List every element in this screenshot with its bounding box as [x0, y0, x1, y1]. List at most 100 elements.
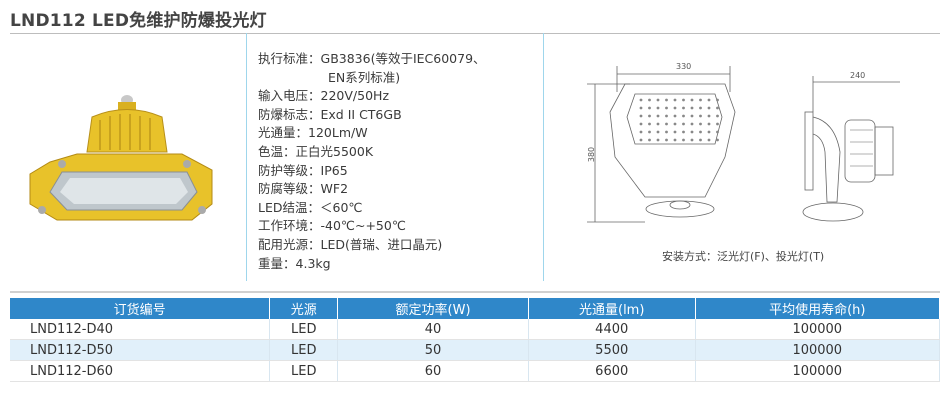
- led-dot: [690, 138, 694, 142]
- led-dot: [699, 130, 702, 134]
- led-dot: [639, 130, 643, 134]
- led-dot: [716, 138, 719, 142]
- spec-list: 执行标准： GB3836(等效于IEC60079、 EN系列标准) 输入电压： 220V…: [258, 50, 486, 273]
- spec-row: 光通量： 120Lm/W: [258, 124, 486, 143]
- table-cell: 60: [337, 360, 529, 382]
- spec-value: WF2: [320, 181, 349, 197]
- led-dot: [682, 130, 685, 134]
- led-dot: [690, 106, 694, 110]
- led-dot: [656, 122, 660, 126]
- spec-row: 工作环境： -40℃~+50℃: [258, 217, 486, 236]
- section-divider: [10, 291, 940, 293]
- led-dot: [707, 130, 711, 134]
- column-header: 额定功率(W): [337, 298, 529, 319]
- led-dot: [648, 106, 651, 110]
- led-dot: [665, 130, 668, 134]
- led-dot: [665, 114, 668, 118]
- column-header: 订货编号: [10, 298, 271, 319]
- led-dot: [665, 106, 668, 110]
- led-dot: [665, 138, 668, 142]
- led-dot: [699, 122, 702, 126]
- order-table: 订货编号 光源 额定功率(W) 光通量(lm) 平均使用寿命(h) LND112-D40…: [10, 298, 941, 382]
- table-cell: 50: [337, 339, 529, 361]
- dimension-drawing-side: [802, 76, 900, 222]
- spec-row: 色温： 正白光5500K: [258, 143, 486, 162]
- led-dot: [707, 138, 711, 142]
- spec-value: Exd II CT6GB: [320, 106, 402, 122]
- spec-label: 防腐等级：: [258, 181, 321, 197]
- table-cell: 5500: [528, 339, 696, 361]
- dim-depth-label: 240: [850, 71, 866, 80]
- table-cell: 40: [337, 319, 529, 340]
- dimension-drawing-front: [587, 66, 736, 223]
- table-cell: 100000: [695, 339, 941, 361]
- spec-label: 工作环境：: [258, 218, 321, 234]
- dim-width-label: 330: [676, 62, 692, 71]
- led-dot: [690, 98, 694, 102]
- table-cell: 4400: [528, 319, 696, 340]
- led-dot: [639, 138, 643, 142]
- table-cell: LND112-D40: [10, 319, 271, 340]
- column-divider: [246, 33, 247, 281]
- table-cell: LED: [269, 360, 339, 382]
- spec-row: LED结温： ＜60℃: [258, 199, 486, 218]
- spec-row: 重量： 4.3kg: [258, 255, 486, 274]
- led-dot: [699, 138, 702, 142]
- spec-label: 光通量：: [258, 125, 309, 141]
- table-row: LND112-D40 LED 40 4400 100000: [10, 319, 941, 340]
- table-cell: LED: [269, 319, 339, 340]
- led-dot: [648, 138, 651, 142]
- led-dot: [648, 122, 651, 126]
- led-dot: [639, 98, 643, 102]
- led-dot: [716, 130, 719, 134]
- table-cell: 100000: [695, 360, 941, 382]
- spec-row: 防爆标志： Exd II CT6GB: [258, 106, 486, 125]
- table-cell: 100000: [695, 319, 941, 340]
- led-dot: [639, 122, 643, 126]
- table-cell: 6600: [528, 360, 696, 382]
- table-cell: LND112-D60: [10, 360, 271, 382]
- table-row: LND112-D60 LED 60 6600 100000: [10, 360, 941, 382]
- led-dot: [639, 106, 643, 110]
- column-divider: [543, 33, 544, 281]
- spec-row: 配用光源： LED(普瑞、进口晶元): [258, 236, 486, 255]
- led-dot: [648, 130, 651, 134]
- led-dot: [716, 122, 719, 126]
- led-dot: [656, 114, 660, 118]
- table-cell: LND112-D50: [10, 339, 271, 361]
- spec-value: GB3836(等效于IEC60079、: [320, 51, 486, 66]
- spec-row: 执行标准： GB3836(等效于IEC60079、: [258, 50, 486, 69]
- spec-value: IP65: [320, 162, 348, 178]
- spec-label: 配用光源：: [258, 236, 321, 252]
- led-dot: [639, 114, 643, 118]
- led-dot: [682, 98, 685, 102]
- led-dot: [682, 122, 685, 126]
- led-dot: [682, 138, 685, 142]
- spec-label: 防护等级：: [258, 162, 321, 178]
- led-dot: [716, 114, 719, 118]
- led-dot: [656, 98, 660, 102]
- led-dot: [690, 130, 694, 134]
- led-dot: [682, 106, 685, 110]
- spec-value: 120Lm/W: [308, 125, 368, 141]
- spec-row: 防腐等级： WF2: [258, 180, 486, 199]
- led-dot: [690, 122, 694, 126]
- spec-value: 4.3kg: [295, 255, 331, 271]
- led-dot: [673, 114, 677, 118]
- led-dot: [682, 114, 685, 118]
- page-title: LND112 LED免维护防爆投光灯: [10, 11, 267, 31]
- spec-label: LED结温：: [258, 199, 320, 215]
- led-dot: [707, 122, 711, 126]
- spec-label: 防爆标志：: [258, 106, 321, 122]
- spec-label: 输入电压：: [258, 88, 321, 104]
- column-header: 光通量(lm): [528, 298, 696, 319]
- led-dot: [716, 98, 719, 102]
- title-divider: [10, 33, 940, 34]
- column-header: 光源: [269, 298, 339, 319]
- mounting-caption: 安装方式：泛光灯(F)、投光灯(T): [662, 250, 825, 263]
- spec-row: 输入电压： 220V/50Hz: [258, 87, 486, 106]
- led-dot: [699, 98, 702, 102]
- led-dot: [656, 138, 660, 142]
- led-dot: [673, 106, 677, 110]
- led-dot: [648, 98, 651, 102]
